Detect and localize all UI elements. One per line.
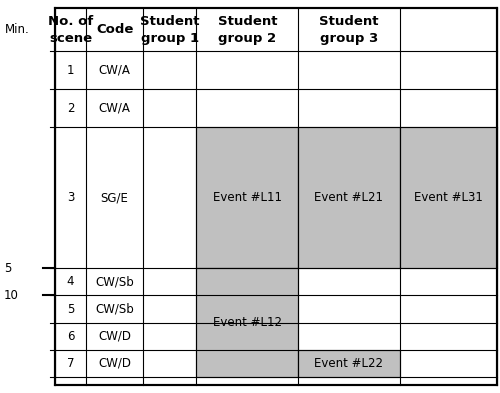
Text: 3: 3 (67, 191, 74, 204)
Text: No. of
scene: No. of scene (48, 15, 93, 45)
Text: Min.: Min. (5, 23, 30, 36)
Text: 6: 6 (66, 330, 74, 343)
Bar (400, 127, 497, 268)
Text: CW/A: CW/A (98, 102, 130, 115)
Bar (196, 127, 298, 268)
Text: 5: 5 (67, 303, 74, 316)
Bar (196, 268, 298, 377)
Bar (298, 127, 400, 268)
Text: 1: 1 (66, 64, 74, 77)
Text: Event #L22: Event #L22 (314, 357, 384, 370)
Text: 10: 10 (4, 289, 19, 302)
Text: CW/Sb: CW/Sb (96, 275, 134, 288)
Text: 2: 2 (66, 102, 74, 115)
Text: Event #L31: Event #L31 (414, 191, 483, 204)
Text: Student
group 2: Student group 2 (218, 15, 277, 45)
Text: Code: Code (96, 23, 134, 36)
Text: 4: 4 (66, 275, 74, 288)
Text: Event #L21: Event #L21 (314, 191, 384, 204)
Bar (298, 350, 400, 377)
Text: Event #L12: Event #L12 (213, 316, 282, 329)
Text: CW/A: CW/A (98, 64, 130, 77)
Bar (55, 8, 497, 385)
Text: Student
group 1: Student group 1 (140, 15, 200, 45)
Text: CW/D: CW/D (98, 330, 131, 343)
Text: CW/D: CW/D (98, 357, 131, 370)
Text: CW/Sb: CW/Sb (96, 303, 134, 316)
Text: Event #L11: Event #L11 (213, 191, 282, 204)
Text: SG/E: SG/E (100, 191, 128, 204)
Text: 5: 5 (4, 262, 12, 275)
Text: 7: 7 (66, 357, 74, 370)
Text: Student
group 3: Student group 3 (319, 15, 378, 45)
